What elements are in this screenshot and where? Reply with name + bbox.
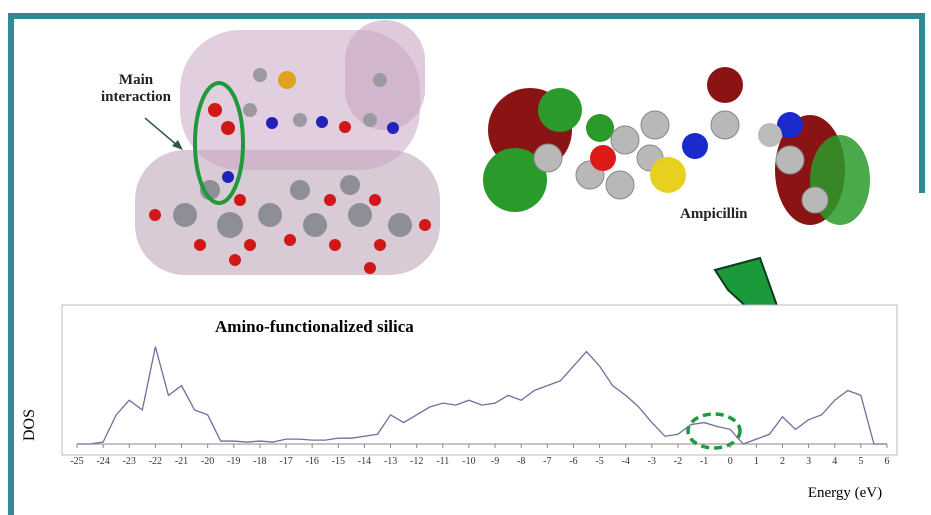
- chart-box: [62, 305, 897, 455]
- x-tick-label: 4: [832, 456, 837, 467]
- frame-right: [919, 13, 925, 193]
- x-tick-label: -3: [648, 456, 656, 467]
- x-tick-label: -13: [384, 456, 397, 467]
- silica-molecule: [135, 20, 440, 275]
- x-tick-label: 6: [885, 456, 890, 467]
- x-tick-label: -1: [700, 456, 708, 467]
- x-tick-label: -11: [436, 456, 449, 467]
- x-tick-label: 0: [728, 456, 733, 467]
- x-tick-label: -10: [462, 456, 475, 467]
- figure: Amino-functionalized silica DOS Energy (…: [0, 0, 931, 515]
- x-tick-label: -17: [279, 456, 292, 467]
- y-axis-label: DOS: [21, 409, 38, 441]
- x-tick-label: -24: [96, 456, 109, 467]
- x-tick-label: -9: [491, 456, 499, 467]
- x-tick-label: -23: [123, 456, 136, 467]
- x-tick-label: -5: [595, 456, 603, 467]
- annotation: Ampicillin: [680, 206, 748, 223]
- x-tick-label: 1: [754, 456, 759, 467]
- x-tick-label: -20: [201, 456, 214, 467]
- x-tick-label: -25: [70, 456, 83, 467]
- frame-top: [8, 13, 925, 19]
- x-tick-label: -2: [674, 456, 682, 467]
- x-tick-label: -21: [175, 456, 188, 467]
- x-tick-label: -22: [149, 456, 162, 467]
- annotation: Main interaction: [96, 72, 176, 106]
- frame-left: [8, 13, 14, 515]
- x-tick-label: -19: [227, 456, 240, 467]
- x-tick-label: -15: [332, 456, 345, 467]
- ampicillin-molecule: [483, 67, 870, 225]
- x-tick-label: -7: [543, 456, 551, 467]
- x-tick-label: 2: [780, 456, 785, 467]
- x-tick-label: -14: [358, 456, 371, 467]
- x-tick-label: -6: [569, 456, 577, 467]
- x-axis-label: Energy (eV): [808, 485, 882, 501]
- x-tick-label: -12: [410, 456, 423, 467]
- x-tick-label: -18: [253, 456, 266, 467]
- x-tick-label: 5: [858, 456, 863, 467]
- x-tick-label: -16: [305, 456, 318, 467]
- x-tick-label: 3: [806, 456, 811, 467]
- chart-title: Amino-functionalized silica: [215, 317, 414, 336]
- x-tick-label: -8: [517, 456, 525, 467]
- x-tick-label: -4: [622, 456, 630, 467]
